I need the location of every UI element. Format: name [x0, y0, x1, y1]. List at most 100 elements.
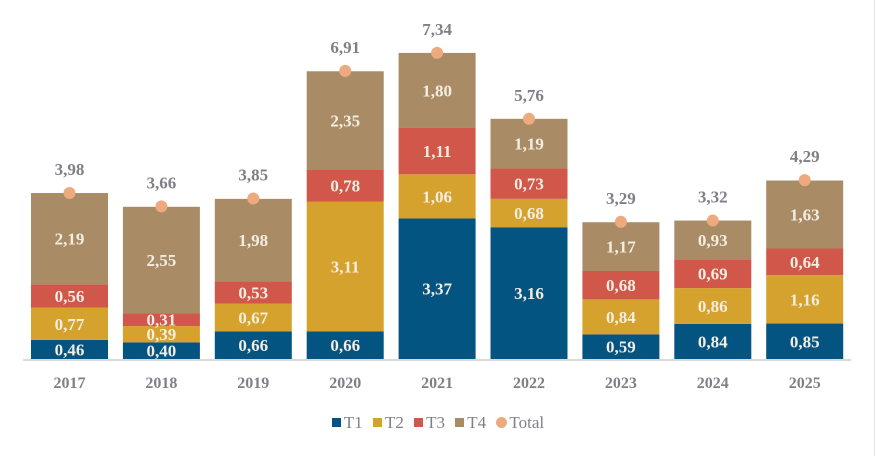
- legend-item-t1: T1: [331, 413, 363, 433]
- legend-item-t4: T4: [455, 413, 486, 433]
- data-label-t3-2018: 0,31: [147, 311, 177, 330]
- legend-label-total: Total: [509, 413, 545, 432]
- data-label-t1-2023: 0,59: [606, 338, 636, 357]
- bar-segment-t1-2022: [490, 227, 568, 359]
- bar-segment-t4-2020: [306, 71, 384, 170]
- data-label-t2-2024: 0,86: [698, 297, 728, 316]
- bar-segment-t1-2018: [122, 342, 200, 359]
- category-label-2024: 2024: [697, 375, 729, 392]
- data-label-t3-2017: 0,56: [55, 287, 85, 306]
- bar-segment-t4-2019: [214, 198, 292, 282]
- bar-stack-2021: 3,37 1,06 1,11 1,80: [398, 52, 476, 359]
- total-marker-2022: [523, 112, 535, 125]
- bar-segment-t3-2024: [674, 259, 752, 289]
- bar-segment-t3-2021: [398, 127, 476, 175]
- legend-item-t3: T3: [414, 413, 445, 433]
- data-label-t2-2022: 0,68: [514, 204, 544, 223]
- data-label-t3-2019: 0,53: [238, 283, 268, 302]
- bar-segment-t1-2024: [674, 323, 752, 359]
- data-label-t1-2024: 0,84: [698, 332, 728, 351]
- bar-segment-t1-2020: [306, 331, 384, 359]
- bar-segment-t2-2025: [766, 275, 844, 324]
- data-label-t4-2022: 1,19: [514, 135, 544, 154]
- data-label-t4-2017: 2,19: [55, 230, 85, 249]
- legend-marker-total: [496, 417, 508, 428]
- total-label-2019: 3,85: [238, 165, 268, 184]
- legend-swatch-t2: [373, 418, 382, 427]
- bar-segment-t3-2025: [766, 248, 844, 276]
- category-label-2019: 2019: [237, 375, 269, 392]
- total-label-2018: 3,66: [147, 173, 177, 192]
- legend-label-t1: T1: [343, 413, 363, 432]
- bar-stack-2018: 0,400,390,31 2,55: [122, 206, 200, 361]
- bar-segment-t2-2020: [306, 201, 384, 332]
- bar-stack-2024: 0,84 0,86 0,69 0,93: [674, 220, 752, 359]
- bar-segment-t2-2024: [674, 288, 752, 324]
- data-label-t1-2017: 0,46: [55, 340, 85, 359]
- data-label-t4-2019: 1,98: [238, 231, 268, 250]
- bar-segment-t2-2017: [31, 307, 108, 340]
- data-label-t3-2021: 1,11: [423, 142, 452, 161]
- data-label-t4-2020: 2,35: [330, 111, 360, 130]
- data-label-t2-2018: 0,39: [147, 325, 177, 344]
- data-label-t1-2020: 0,66: [330, 336, 360, 355]
- total-marker-2023: [614, 215, 627, 228]
- bar-segment-t1-2017: [31, 339, 108, 359]
- category-label-2021: 2021: [421, 375, 453, 392]
- data-label-t1-2025: 0,85: [790, 332, 820, 351]
- total-marker-2020: [339, 64, 352, 77]
- totals-group: 3,98 3,66 3,85 6,91 7,34 5,76 3,29 3,32 4,29: [55, 20, 820, 228]
- data-label-t3-2024: 0,69: [698, 265, 728, 284]
- bar-stack-2022: 3,16 0,68 0,73 1,19: [490, 118, 568, 359]
- category-label-2023: 2023: [605, 375, 637, 392]
- data-label-t2-2019: 0,67: [238, 309, 268, 328]
- bar-segment-t4-2024: [674, 220, 752, 260]
- bar-segment-t2-2019: [214, 303, 292, 332]
- total-label-2022: 5,76: [514, 86, 544, 105]
- data-label-t1-2019: 0,66: [238, 336, 268, 355]
- bar-segment-t4-2022: [490, 118, 568, 169]
- total-label-2024: 3,32: [698, 188, 728, 207]
- bar-segment-t2-2022: [490, 198, 568, 228]
- legend-label-t2: T2: [385, 413, 404, 432]
- total-label-2023: 3,29: [606, 189, 636, 208]
- legend-swatch-t4: [455, 418, 465, 427]
- data-label-t4-2025: 1,63: [790, 206, 820, 225]
- legend: T1 T2 T3 T4 Total: [0, 413, 876, 433]
- category-label-2025: 2025: [789, 375, 821, 392]
- data-label-t4-2023: 1,17: [606, 238, 636, 257]
- total-marker-2019: [247, 192, 260, 205]
- data-label-t1-2021: 3,37: [422, 280, 452, 299]
- data-label-t2-2025: 1,16: [790, 290, 820, 309]
- data-label-t3-2020: 0,78: [330, 177, 360, 196]
- bar-segment-t1-2019: [214, 331, 292, 359]
- bar-segment-t3-2018: [122, 313, 200, 327]
- data-label-t1-2018: 0,40: [147, 342, 177, 361]
- bar-segment-t3-2022: [490, 168, 568, 199]
- legend-item-t2: T2: [373, 413, 404, 433]
- bar-stack-2019: 0,66 0,67 0,53 1,98: [214, 198, 292, 359]
- bar-stack-2017: 0,46 0,77 0,56 2,19: [31, 193, 108, 359]
- legend-swatch-t3: [414, 418, 424, 427]
- total-marker-2025: [798, 174, 811, 187]
- data-label-t3-2023: 0,68: [606, 276, 636, 295]
- category-label-2022: 2022: [513, 375, 545, 392]
- bar-segment-t1-2021: [398, 218, 476, 359]
- bar-segment-t3-2020: [306, 169, 384, 202]
- data-label-t4-2024: 0,93: [698, 231, 728, 250]
- bar-segment-t3-2017: [31, 284, 108, 308]
- legend-label-t3: T3: [426, 413, 446, 432]
- total-marker-2024: [706, 214, 719, 227]
- bar-segment-t3-2019: [214, 281, 292, 304]
- bar-segment-t2-2021: [398, 174, 476, 219]
- total-label-2021: 7,34: [422, 20, 452, 39]
- legend-item-total: Total: [496, 413, 544, 433]
- bar-segment-t2-2018: [122, 326, 200, 343]
- data-label-t2-2023: 0,84: [606, 308, 636, 327]
- data-label-t4-2021: 1,80: [422, 81, 452, 100]
- bar-segment-t3-2023: [582, 271, 660, 300]
- total-marker-2017: [63, 187, 76, 200]
- category-labels: 2017 2018 2019 2020 2021 2022 2023 2024 2025: [54, 375, 821, 392]
- total-label-2017: 3,98: [55, 160, 85, 179]
